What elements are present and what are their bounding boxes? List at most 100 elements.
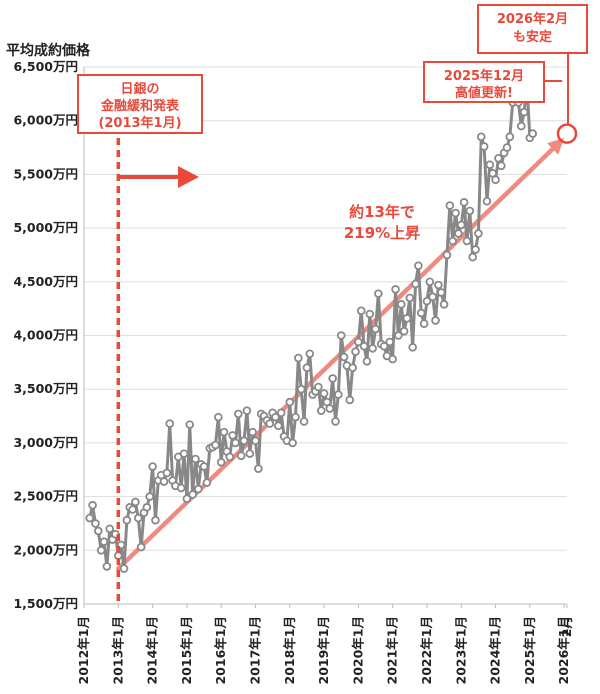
data-point xyxy=(285,397,295,407)
x-tick-label: 2019年1月 xyxy=(316,616,331,685)
data-point xyxy=(402,314,412,323)
data-point xyxy=(405,293,415,303)
data-point xyxy=(251,436,260,446)
data-point xyxy=(368,344,377,353)
data-point xyxy=(476,132,486,142)
y-tick-label: 3,000万円 xyxy=(13,435,78,450)
x-tick-label: 2017年1月 xyxy=(247,616,262,685)
data-point xyxy=(305,349,315,359)
data-point xyxy=(131,497,140,507)
data-point xyxy=(385,337,395,347)
data-point xyxy=(528,129,538,138)
data-point xyxy=(199,462,209,471)
data-point xyxy=(225,452,235,462)
data-point xyxy=(291,412,300,422)
trend-text: 約13年で xyxy=(349,203,415,221)
data-point xyxy=(142,503,152,512)
data-point xyxy=(371,324,380,334)
data-point xyxy=(316,406,326,415)
data-point xyxy=(445,201,455,210)
data-point xyxy=(165,419,175,428)
data-point xyxy=(516,121,526,131)
data-point xyxy=(436,288,446,297)
data-point xyxy=(391,285,400,294)
y-tick-label: 4,000万円 xyxy=(13,328,78,343)
data-point xyxy=(314,382,323,392)
data-point xyxy=(271,412,280,422)
data-point xyxy=(188,490,197,499)
data-point xyxy=(148,462,157,471)
data-point xyxy=(459,198,469,207)
x-tick-label: 2月 xyxy=(559,616,574,637)
data-point xyxy=(242,406,252,415)
data-point xyxy=(276,408,286,418)
y-tick-label: 3,500万円 xyxy=(13,381,78,396)
data-point xyxy=(485,160,495,170)
data-point xyxy=(319,389,329,398)
data-point xyxy=(465,206,475,216)
data-point xyxy=(351,347,360,356)
data-point xyxy=(145,492,155,501)
data-point xyxy=(439,300,449,309)
data-point xyxy=(419,319,429,328)
data-point xyxy=(176,483,186,493)
data-point xyxy=(328,374,337,383)
data-point xyxy=(179,449,189,458)
stable-highlight-circle xyxy=(556,123,578,144)
data-point xyxy=(296,384,306,394)
data-point xyxy=(451,208,460,218)
stable-annotation-box xyxy=(477,4,588,54)
y-tick-label: 5,500万円 xyxy=(13,166,78,181)
data-point xyxy=(159,477,169,486)
data-point xyxy=(274,421,283,431)
data-point xyxy=(214,412,223,422)
y-axis-title: 平均成約価格 xyxy=(6,42,91,59)
trend-arrowhead xyxy=(547,137,565,155)
data-point xyxy=(448,236,457,246)
data-point xyxy=(379,341,389,351)
data-point xyxy=(234,409,243,419)
data-point xyxy=(456,220,466,230)
data-point xyxy=(339,352,349,362)
data-point xyxy=(474,229,483,238)
series-line xyxy=(88,82,534,571)
data-point xyxy=(491,175,500,185)
x-tick-label: 2026年1月 xyxy=(556,616,571,685)
data-point xyxy=(365,309,375,319)
grid xyxy=(83,66,567,605)
data-point xyxy=(122,515,132,525)
data-point xyxy=(434,280,443,290)
data-point xyxy=(482,196,492,206)
data-point xyxy=(236,451,246,461)
data-point xyxy=(162,468,172,478)
data-point xyxy=(331,417,340,426)
data-point xyxy=(194,484,203,494)
data-point xyxy=(471,245,480,254)
data-point xyxy=(91,519,100,528)
data-point xyxy=(356,306,366,316)
data-point xyxy=(185,420,195,429)
data-point xyxy=(462,236,472,246)
data-point xyxy=(422,296,432,306)
data-point xyxy=(128,505,137,514)
data-point xyxy=(105,524,115,534)
boj-arrow-head xyxy=(178,166,199,188)
data-point xyxy=(399,326,409,336)
data-point xyxy=(265,419,275,428)
peak-annotation-text: 高値更新! xyxy=(455,85,513,101)
x-ticks: 2012年1月 2013年1月 2014年1月 2015年1月 2016年1月 2017年… xyxy=(76,604,574,685)
data-point xyxy=(228,431,237,440)
data-point xyxy=(151,515,160,525)
y-ticks: 1,500万円 2,000万円 2,500万円 3,000万円 3,500万円 4,000… xyxy=(13,59,78,611)
trend-line xyxy=(116,146,555,571)
data-point xyxy=(254,464,263,473)
y-tick-label: 5,000万円 xyxy=(13,220,78,235)
stable-annotation-text: も安定 xyxy=(513,29,552,45)
data-point xyxy=(248,427,257,437)
data-point xyxy=(345,395,355,405)
data-point xyxy=(374,289,383,298)
stable-annotation-text: 2026年2月 xyxy=(497,11,568,27)
data-point xyxy=(502,143,512,152)
